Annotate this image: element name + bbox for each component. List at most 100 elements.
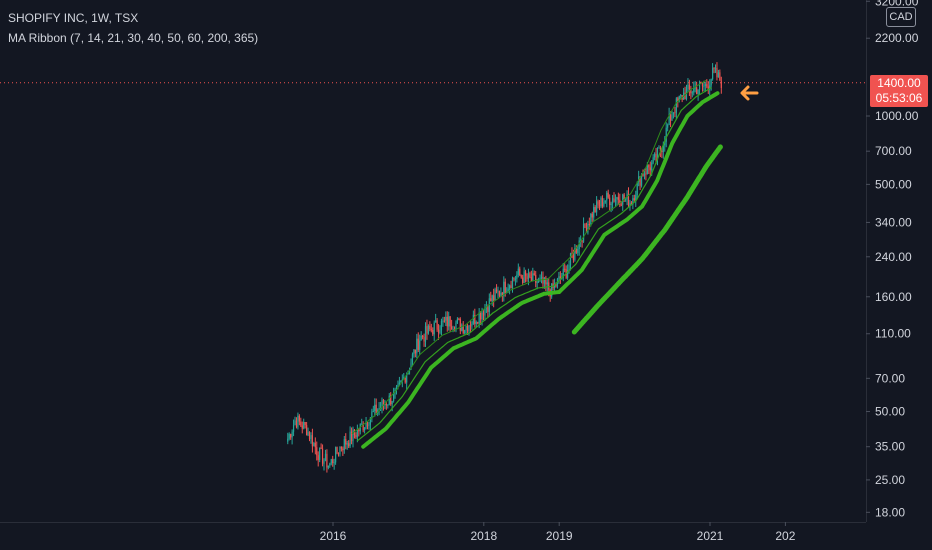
candle-body [478,312,480,324]
currency-badge[interactable]: CAD [886,7,916,27]
candle-body [539,277,541,279]
candle-body [645,173,647,175]
candle-body [337,453,340,455]
candle-body [307,431,309,436]
candle-body [294,420,296,426]
candle-body [553,284,556,288]
y-tick-label: 18.00 [875,505,905,519]
candle-body [501,292,503,296]
candle-body [498,291,501,296]
candle-body [611,198,614,204]
candle-body [510,285,512,289]
candle-body [697,89,699,95]
candle-body [548,282,550,290]
candle-body [485,307,488,309]
x-tick-label: 2016 [320,529,347,543]
candle-body [468,325,470,332]
y-tick-label: 35.00 [875,440,905,454]
candle-body [693,88,695,93]
candle-body [336,447,338,454]
candle-body [690,89,692,94]
candle-body [720,80,722,88]
candle-body [413,349,415,355]
candle-body [362,423,364,431]
candle-body [474,314,476,324]
last-price-value: 1400.00 [877,76,921,90]
candle-body [372,410,374,412]
candle-body [710,79,712,86]
candle-body [714,68,717,70]
candle-body [688,84,691,90]
candle-body [306,425,308,436]
candle-body [414,349,416,354]
y-tick-label: 50.00 [875,405,905,419]
candle-body [717,72,720,78]
candle-body [577,248,579,253]
candle-body [546,282,548,285]
candle-body [495,289,498,292]
symbol-title[interactable]: SHOPIFY INC, 1W, TSX [8,11,139,25]
candle-body [406,374,408,383]
candle-body [627,193,630,207]
candle-body [597,201,599,205]
candle-body [310,435,312,440]
candle-body [662,145,664,153]
candle-body [671,114,673,121]
candle-body [458,318,460,320]
candle-body [642,174,644,176]
indicator-label[interactable]: MA Ribbon (7, 14, 21, 30, 40, 50, 60, 20… [8,31,259,45]
candle-body [700,82,702,84]
candle-body [343,439,345,451]
candle-body [629,202,631,207]
last-price-tag: 1400.00 05:53:06 [870,75,928,107]
candle-body [333,462,335,464]
candle-body [664,141,666,146]
candle-body [417,338,419,350]
candle-body [393,391,395,401]
candle-body [301,425,303,429]
candle-body [287,438,289,442]
candle-body [342,448,344,451]
candle-body [713,68,715,70]
candle-body [311,435,314,447]
candle-body [313,443,315,447]
candle-body [397,384,399,387]
candle-body [394,389,396,392]
candle-body [374,404,376,411]
candle-body [558,276,560,279]
candle-body [568,265,570,270]
candle-body [427,325,430,334]
candle-body [588,223,590,225]
candle-body [594,207,596,213]
candle-body [617,197,619,200]
candle-body [524,271,527,276]
candle-body [669,114,672,121]
candle-body [701,83,704,87]
candle-body [487,307,489,312]
candle-body [423,337,425,342]
candle-body [466,325,469,332]
y-tick-label: 25.00 [875,473,905,487]
candle-body [400,381,402,383]
candle-body [319,447,321,460]
candle-body [591,213,593,218]
candle-body [516,274,518,279]
candle-body [493,295,495,301]
candle-body [691,92,693,94]
candle-body [365,421,367,428]
candle-body [694,87,696,89]
candle-body [520,275,522,278]
y-tick-label: 70.00 [875,371,905,385]
candle-body [649,167,651,171]
y-tick-label: 160.00 [875,290,912,304]
ma-ribbon-line-short [351,79,707,435]
y-tick-label: 500.00 [875,177,912,191]
candle-body [369,417,372,425]
candle-body [356,429,358,438]
candle-body [368,424,370,426]
candle-body [572,255,575,260]
candle-body [651,162,653,171]
candle-body [316,447,318,456]
